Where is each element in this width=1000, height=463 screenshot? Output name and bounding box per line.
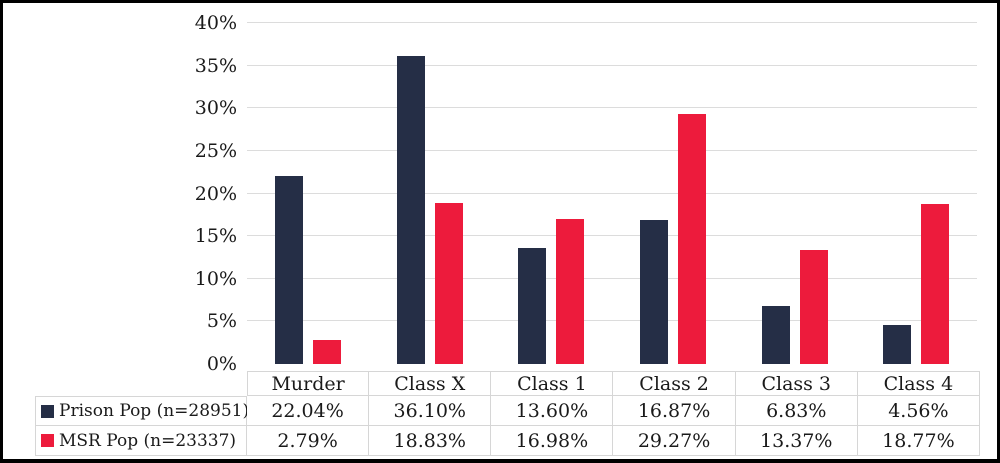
- y-tick-label: 10%: [194, 267, 237, 290]
- category-header: Class 4: [857, 371, 980, 396]
- gridline: [247, 107, 977, 109]
- category-header: Class 2: [613, 371, 736, 396]
- y-tick-label: 30%: [194, 97, 237, 120]
- bar-prison-pop: [883, 325, 912, 364]
- value-cell: 16.98%: [491, 426, 614, 456]
- bar-msr-pop: [921, 204, 950, 364]
- table-corner-blank: [35, 371, 247, 396]
- y-tick-label: 25%: [194, 139, 237, 162]
- gridline: [247, 64, 977, 66]
- data-table: Murder Class X Class 1 Class 2 Class 3 Class …: [35, 371, 980, 456]
- bar-prison-pop: [274, 176, 303, 364]
- value-cell: 2.79%: [247, 426, 370, 456]
- y-tick-label: 40%: [194, 12, 237, 34]
- legend-cell: MSR Pop (n=23337): [35, 426, 247, 456]
- gridline: [247, 235, 977, 237]
- value-cell: 29.27%: [613, 426, 736, 456]
- bar-group: [369, 23, 491, 364]
- value-cell: 36.10%: [369, 396, 492, 426]
- bar-group: [490, 23, 612, 364]
- value-cell: 4.56%: [857, 396, 980, 426]
- value-cell: 6.83%: [735, 396, 858, 426]
- value-cell: 18.77%: [857, 426, 980, 456]
- value-cell: 16.87%: [613, 396, 736, 426]
- y-tick-label: 15%: [194, 225, 237, 248]
- bar-msr-pop: [677, 114, 706, 364]
- bar-group: [612, 23, 734, 364]
- legend-cell: Prison Pop (n=28951): [35, 396, 250, 426]
- bar-group: [855, 23, 977, 364]
- plot-area: [247, 22, 977, 364]
- bar-msr-pop: [312, 340, 341, 364]
- y-tick-label: 0%: [206, 353, 237, 375]
- bar-prison-pop: [396, 56, 425, 364]
- bar-prison-pop: [639, 220, 668, 364]
- gridline: [247, 320, 977, 322]
- gridline: [247, 192, 977, 194]
- bar-group: [734, 23, 856, 364]
- gridline: [247, 22, 977, 23]
- value-cell: 13.60%: [491, 396, 614, 426]
- category-header: Murder: [247, 371, 370, 396]
- bar-prison-pop: [518, 248, 547, 364]
- y-axis-labels: 0% 5% 10% 15% 20% 25% 30% 35% 40%: [3, 12, 237, 375]
- y-tick-label: 5%: [206, 310, 237, 333]
- legend-label: MSR Pop (n=23337): [59, 430, 237, 451]
- category-header: Class 1: [491, 371, 614, 396]
- legend-label: Prison Pop (n=28951): [59, 401, 250, 421]
- gridline: [247, 277, 977, 279]
- value-cell: 13.37%: [735, 426, 858, 456]
- msr-pop-legend-swatch: [41, 434, 54, 447]
- category-header: Class 3: [735, 371, 858, 396]
- bar-groups: [247, 23, 977, 364]
- y-tick-label: 35%: [194, 54, 237, 77]
- bar-msr-pop: [434, 203, 463, 364]
- value-cell: 18.83%: [369, 426, 492, 456]
- gridline: [247, 149, 977, 151]
- prison-pop-legend-swatch: [41, 404, 54, 418]
- y-tick-label: 20%: [194, 182, 237, 205]
- bar-group: [247, 23, 369, 364]
- bar-msr-pop: [556, 219, 585, 364]
- bar-msr-pop: [799, 250, 828, 364]
- value-cell: 22.04%: [247, 396, 370, 426]
- bar-prison-pop: [761, 305, 790, 364]
- category-header: Class X: [369, 371, 492, 396]
